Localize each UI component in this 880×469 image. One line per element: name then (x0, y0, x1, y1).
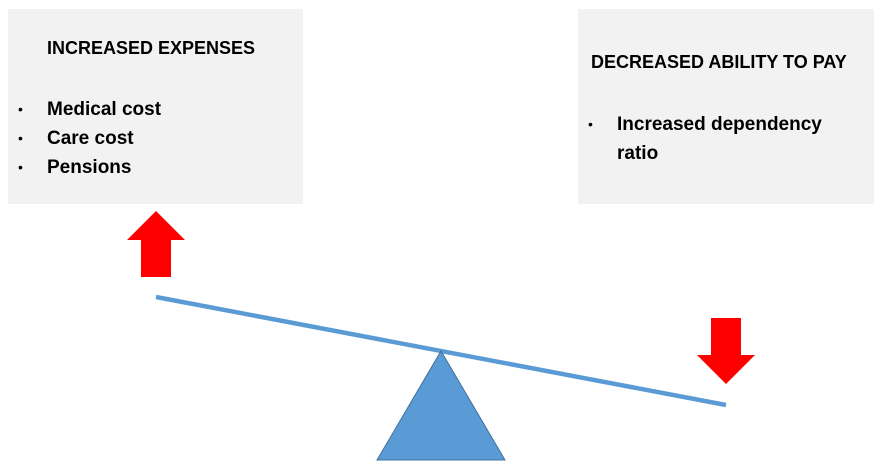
list-item-label: Pensions (47, 157, 132, 178)
increased-expenses-box: INCREASED EXPENSES • Medical cost • Care c… (8, 9, 303, 204)
list-item: • Medical cost (18, 95, 161, 124)
list-item-label: Medical cost (47, 99, 162, 120)
bullet-icon: • (588, 116, 593, 132)
increased-expenses-list: • Medical cost • Care cost • Pensions (18, 95, 161, 182)
bullet-icon: • (18, 101, 23, 117)
increased-expenses-title: INCREASED EXPENSES (47, 38, 256, 58)
list-item: • Pensions (18, 153, 161, 182)
list-item: • Increased dependency ratio (588, 110, 847, 168)
list-item-label: Increased dependency ratio (617, 114, 822, 164)
list-item-label: Care cost (47, 128, 134, 149)
bullet-icon: • (18, 130, 23, 146)
bullet-icon: • (18, 159, 23, 175)
decreased-ability-title: DECREASED ABILITY TO PAY (591, 52, 847, 72)
fulcrum-triangle (376, 350, 506, 461)
up-arrow-icon (127, 211, 185, 277)
decreased-ability-box: DECREASED ABILITY TO PAY • Increased depe… (578, 9, 874, 204)
list-item: • Care cost (18, 124, 161, 153)
decreased-ability-list: • Increased dependency ratio (588, 110, 847, 168)
down-arrow-icon (697, 318, 755, 384)
